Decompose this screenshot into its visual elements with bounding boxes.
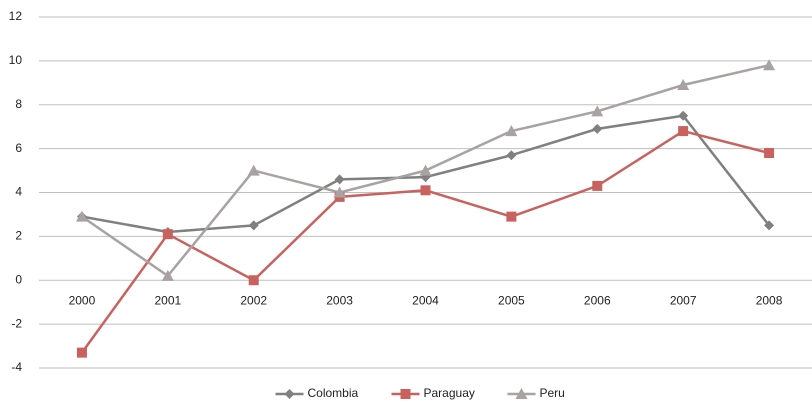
data-point <box>75 210 88 222</box>
series-line <box>80 129 770 354</box>
data-point <box>248 275 259 286</box>
x-tick-label: 2007 <box>670 293 697 307</box>
y-tick-label: 8 <box>15 97 22 111</box>
data-point <box>420 185 431 196</box>
y-tick-label: 2 <box>15 229 22 243</box>
data-point <box>592 123 603 134</box>
data-point <box>764 220 775 231</box>
data-point <box>678 110 689 121</box>
y-tick-label: 6 <box>15 141 22 155</box>
data-point <box>248 220 259 231</box>
data-point <box>677 79 690 91</box>
x-tick-label: 2002 <box>240 293 267 307</box>
x-tick-label: 2006 <box>584 293 611 307</box>
x-tick-label: 2000 <box>69 293 96 307</box>
data-point <box>505 125 518 137</box>
data-point <box>161 269 174 281</box>
data-point <box>76 347 87 358</box>
data-point <box>334 174 345 185</box>
data-point <box>247 164 260 176</box>
legend-label: Colombia <box>308 386 359 400</box>
data-point <box>506 211 517 222</box>
legend-marker <box>400 389 411 399</box>
data-point <box>162 229 173 240</box>
x-tick-label: 2001 <box>154 293 181 307</box>
legend-label: Paraguay <box>424 386 475 400</box>
legend-marker <box>284 389 295 399</box>
data-point <box>419 164 432 176</box>
data-point <box>764 148 775 159</box>
data-point <box>333 186 346 198</box>
data-point <box>678 126 689 137</box>
y-tick-label: -4 <box>11 360 22 374</box>
x-tick-label: 2008 <box>756 293 783 307</box>
y-tick-label: 12 <box>9 9 23 23</box>
x-tick-label: 2004 <box>412 293 439 307</box>
data-point <box>763 59 776 71</box>
legend-marker <box>515 388 528 399</box>
data-point <box>592 180 603 191</box>
x-tick-label: 2003 <box>326 293 353 307</box>
data-point <box>591 105 604 117</box>
y-tick-label: 4 <box>15 185 22 199</box>
data-point <box>506 150 517 161</box>
legend-label: Peru <box>540 386 565 400</box>
y-tick-label: 0 <box>15 272 22 286</box>
y-tick-label: -2 <box>11 316 22 330</box>
x-tick-label: 2005 <box>498 293 525 307</box>
y-tick-label: 10 <box>9 53 23 67</box>
